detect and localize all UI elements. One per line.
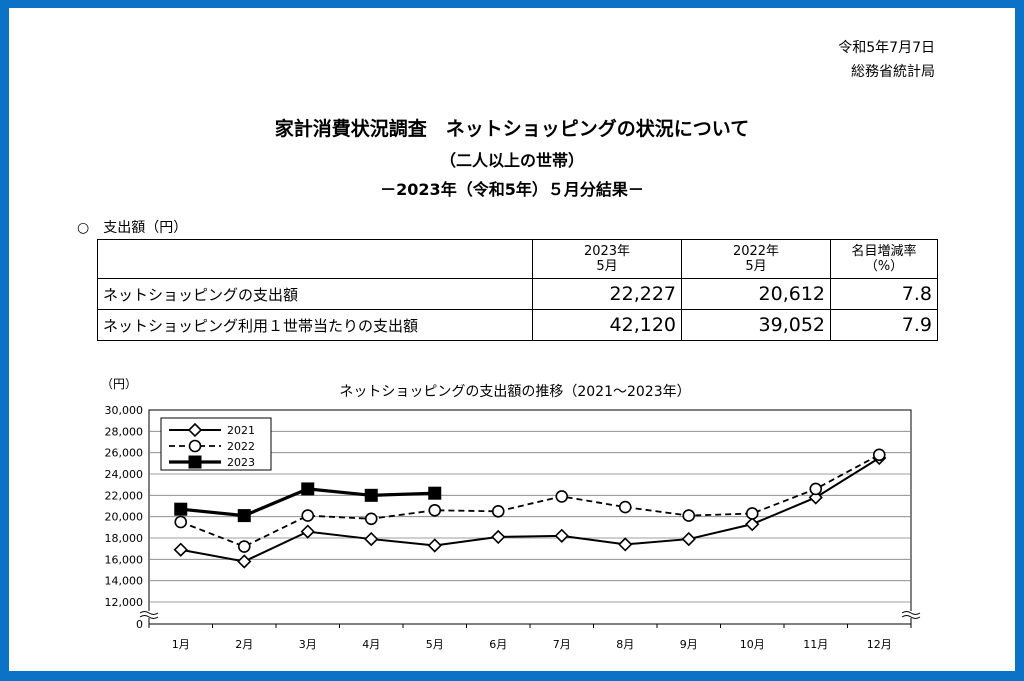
data-point-2021	[300, 524, 315, 539]
data-point-2021	[237, 554, 252, 569]
axis-break-gap	[902, 611, 920, 618]
header-rate: 名目増減率 （%）	[830, 239, 938, 279]
value-rate: 7.9	[830, 309, 938, 341]
data-point-2022	[745, 507, 759, 520]
x-tick-label: 12月	[867, 638, 892, 651]
period-title: －2023年（令和5年）５月分結果－	[380, 180, 644, 199]
header-blank	[97, 239, 533, 279]
data-point-2022	[491, 505, 505, 518]
table-caption: ○ 支出額（円）	[77, 220, 188, 236]
x-tick-label: 2月	[235, 638, 253, 651]
x-tick-label: 4月	[362, 638, 380, 651]
legend-marker	[187, 422, 203, 438]
x-tick-label: 8月	[616, 638, 634, 651]
data-point-2021	[364, 531, 379, 547]
axis-break-mark	[139, 611, 159, 615]
x-tick-label: 1月	[172, 638, 190, 651]
line-chart: ネットショッピングの支出額の推移（2021～2023年） （円） 0 12,000…	[101, 377, 921, 651]
value-2022: 39,052	[681, 309, 831, 341]
summary-table: 2023年 5月 2022年 5月 名目増減率 （%） ネットショッピングの支出額 2…	[97, 239, 938, 341]
page-subtitle: （二人以上の世帯）	[439, 151, 584, 170]
legend-label: 2022	[227, 440, 255, 453]
legend-marker	[188, 439, 202, 453]
y-tick-label: 12,000	[105, 596, 144, 609]
y-tick-label: 18,000	[105, 532, 144, 545]
data-point-2022	[301, 509, 315, 522]
bureau-name: 総務省統計局	[851, 64, 935, 80]
x-tick-label: 6月	[489, 638, 507, 651]
data-point-2021	[427, 538, 442, 553]
table-row: ネットショッピング利用１世帯当たりの支出額 42,120 39,052 7.9	[97, 309, 938, 341]
chart-title: ネットショッピングの支出額の推移（2021～2023年）	[339, 384, 690, 400]
value-2023: 22,227	[532, 278, 682, 310]
data-point-2023	[237, 509, 251, 523]
row-label: ネットショッピングの支出額	[97, 278, 533, 310]
x-tick-label: 11月	[803, 638, 828, 651]
y-tick-label: 22,000	[105, 489, 144, 502]
row-label: ネットショッピング利用１世帯当たりの支出額	[97, 309, 533, 341]
value-2023: 42,120	[532, 309, 682, 341]
y-axis-label: （円）	[101, 377, 137, 391]
data-point-2022	[682, 509, 696, 522]
x-tick-label: 7月	[553, 638, 571, 651]
x-tick-label: 9月	[680, 638, 698, 651]
header-2023: 2023年 5月	[532, 239, 682, 279]
y-tick-label: 28,000	[105, 425, 144, 438]
legend-label: 2021	[227, 424, 255, 437]
axis-break-mark	[139, 615, 159, 619]
data-point-2023	[301, 482, 315, 496]
data-point-2021	[681, 531, 696, 547]
table-header-row: 2023年 5月 2022年 5月 名目増減率 （%）	[97, 239, 938, 279]
data-point-2023	[364, 488, 378, 502]
report-page: 令和5年7月7日 総務省統計局 家計消費状況調査 ネットショッピングの状況につい…	[9, 8, 1015, 671]
data-point-2021	[491, 529, 506, 545]
table-row: ネットショッピングの支出額 22,227 20,612 7.8	[97, 278, 938, 310]
data-point-2022	[428, 503, 442, 517]
value-2022: 20,612	[681, 278, 831, 310]
data-point-2023	[428, 486, 442, 500]
y-tick-label: 26,000	[105, 447, 144, 460]
series-line-2021	[180, 457, 880, 563]
y-tick-label: 30,000	[105, 404, 144, 417]
data-point-2022	[618, 500, 632, 514]
data-point-2021	[173, 542, 188, 557]
x-tick-label: 3月	[299, 638, 317, 651]
page-title: 家計消費状況調査 ネットショッピングの状況について	[274, 118, 750, 140]
report-date-block: 令和5年7月7日 総務省統計局	[838, 36, 935, 84]
axis-break-mark	[901, 611, 921, 615]
y-tick-label: 14,000	[105, 575, 144, 588]
y-tick-label: 24,000	[105, 468, 144, 481]
legend-label: 2023	[227, 456, 255, 469]
data-point-2021	[745, 517, 760, 532]
data-point-2022	[174, 515, 188, 529]
y-tick-label: 16,000	[105, 553, 144, 566]
data-point-2023	[174, 502, 188, 516]
data-point-2021	[618, 537, 633, 552]
axis-break-gap	[140, 611, 158, 618]
data-point-2022	[555, 490, 569, 503]
data-point-2022	[237, 540, 251, 553]
x-tick-label: 10月	[740, 638, 765, 651]
header-2022: 2022年 5月	[681, 239, 831, 279]
legend-marker	[188, 455, 202, 469]
data-point-2022	[872, 448, 886, 462]
y-tick-label: 20,000	[105, 511, 144, 524]
data-point-2022	[809, 482, 823, 496]
x-tick-label: 5月	[426, 638, 444, 651]
value-rate: 7.8	[830, 278, 938, 310]
y-tick-label: 0	[136, 618, 143, 631]
data-point-2021	[554, 528, 569, 543]
axis-break-mark	[901, 615, 921, 619]
report-date: 令和5年7月7日	[838, 40, 935, 56]
series-line-2022	[180, 454, 880, 548]
data-point-2022	[364, 512, 378, 526]
